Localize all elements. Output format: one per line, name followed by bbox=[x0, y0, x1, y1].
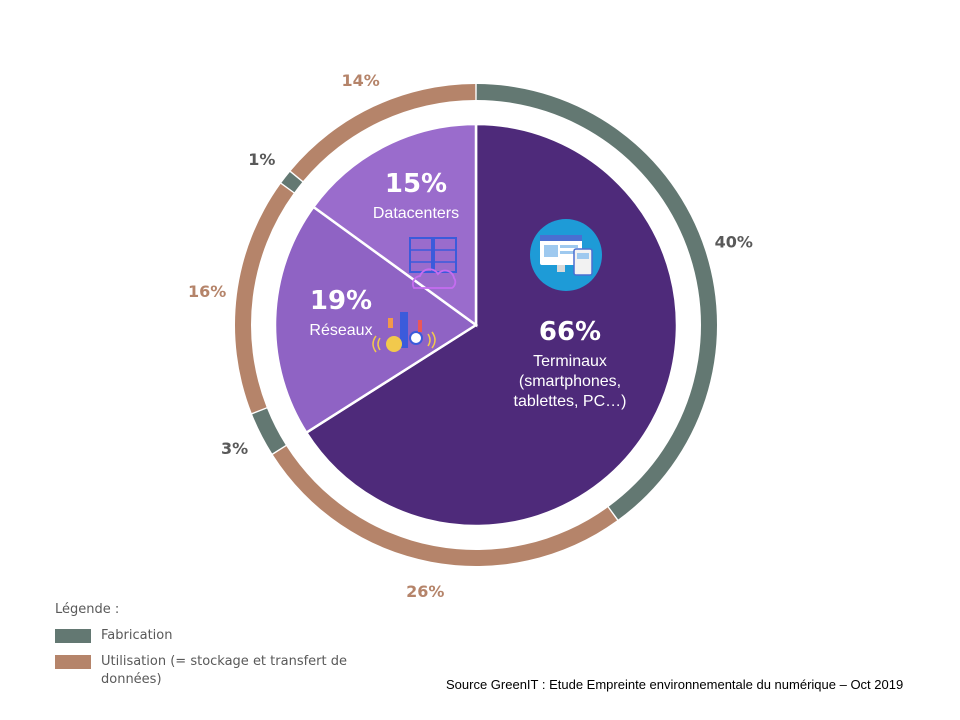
ring-label-fabrication-reseaux: 3% bbox=[221, 439, 248, 458]
wave-right bbox=[427, 331, 436, 349]
server-left bbox=[409, 237, 433, 273]
ring-label-utilisation-datacenters: 14% bbox=[341, 71, 379, 90]
monitor-block bbox=[544, 245, 558, 257]
server-right bbox=[433, 237, 457, 273]
dish-shape bbox=[386, 336, 402, 352]
node-shape bbox=[409, 331, 423, 345]
bar-shape-2 bbox=[418, 320, 422, 332]
ring-segment-utilisation-reseaux bbox=[235, 183, 294, 414]
monitor-screen bbox=[540, 235, 582, 265]
ring-segment-fabrication-reseaux bbox=[252, 408, 286, 454]
pie-slice-datacenters bbox=[311, 122, 478, 328]
pie-slice-reseaux bbox=[273, 205, 479, 435]
bar-shape-1 bbox=[388, 318, 393, 328]
slice-value-terminaux: 66% bbox=[539, 317, 601, 347]
ring-label-fabrication-terminaux: 40% bbox=[715, 232, 753, 251]
legend-label-utilisation: Utilisation (= stockage et transfert de … bbox=[101, 654, 347, 687]
datacenter-icon bbox=[409, 237, 457, 289]
ring-segment-utilisation-datacenters bbox=[290, 84, 476, 182]
slice-label-terminaux-line-3: tablettes, PC…) bbox=[514, 393, 627, 410]
network-icon bbox=[372, 312, 436, 353]
ring-segment-utilisation-terminaux bbox=[272, 446, 618, 567]
slice-label-terminaux-line-2: (smartphones, bbox=[519, 373, 621, 390]
cloud-shape bbox=[412, 268, 457, 289]
monitor-stand bbox=[557, 265, 565, 272]
monitor-line-2 bbox=[560, 251, 578, 254]
monitor-line-1 bbox=[560, 245, 578, 248]
ring-label-fabrication-datacenters: 1% bbox=[248, 150, 275, 169]
ring-segment-fabrication-datacenters bbox=[281, 171, 303, 193]
legend-item-fabrication: Fabrication bbox=[55, 627, 355, 645]
legend-swatch-utilisation bbox=[55, 655, 91, 669]
wave-left bbox=[372, 335, 381, 353]
slice-label-terminaux-line-1: Terminaux bbox=[533, 353, 607, 370]
legend-swatch-fabrication bbox=[55, 629, 91, 643]
slice-label-datacenters-line-1: Datacenters bbox=[373, 205, 459, 222]
tablet-shape bbox=[573, 248, 593, 276]
devices-icon bbox=[530, 219, 602, 291]
tablet-screen bbox=[577, 253, 589, 259]
source-note: Source GreenIT : Etude Empreinte environ… bbox=[446, 677, 904, 692]
slice-value-datacenters: 15% bbox=[385, 169, 447, 199]
slice-value-reseaux: 19% bbox=[310, 286, 372, 316]
ring-label-utilisation-reseaux: 16% bbox=[188, 282, 226, 301]
slice-label-reseaux-line-1: Réseaux bbox=[309, 322, 372, 339]
monitor-bar bbox=[540, 235, 582, 241]
legend-label-fabrication: Fabrication bbox=[101, 628, 173, 643]
legend: Légende : Fabrication Utilisation (= sto… bbox=[55, 602, 355, 697]
legend-item-utilisation: Utilisation (= stockage et transfert de … bbox=[55, 653, 355, 689]
server-shelves bbox=[410, 249, 456, 263]
tower-shape bbox=[400, 312, 408, 348]
legend-title: Légende : bbox=[55, 602, 120, 617]
ring-label-utilisation-terminaux: 26% bbox=[406, 582, 444, 601]
